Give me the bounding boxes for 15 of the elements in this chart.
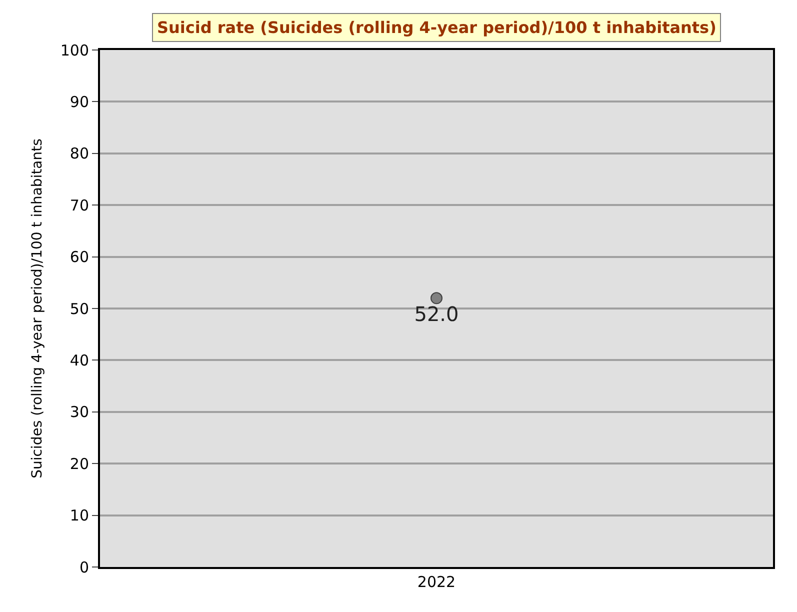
chart-title: Suicid rate (Suicides (rolling 4-year period)/100 t inhabitants) (157, 18, 716, 37)
data-label: 52.0 (414, 302, 459, 326)
y-tick-label: 100 (60, 41, 89, 60)
y-tick-label: 0 (79, 558, 89, 576)
y-tick-label: 30 (70, 403, 89, 422)
y-tick-label: 40 (70, 351, 89, 370)
y-tick-label: 10 (70, 506, 89, 525)
y-tick-label: 20 (70, 454, 89, 473)
y-tick-label: 60 (70, 248, 89, 266)
y-tick-label: 70 (70, 196, 89, 214)
y-tick-label: 90 (70, 92, 89, 111)
y-axis-title: Suicides (rolling 4-year period)/100 t inhabitants (29, 138, 46, 478)
x-tick-label: 2022 (417, 573, 456, 591)
y-tick-label: 80 (70, 144, 89, 163)
y-tick-label: 50 (70, 300, 89, 318)
